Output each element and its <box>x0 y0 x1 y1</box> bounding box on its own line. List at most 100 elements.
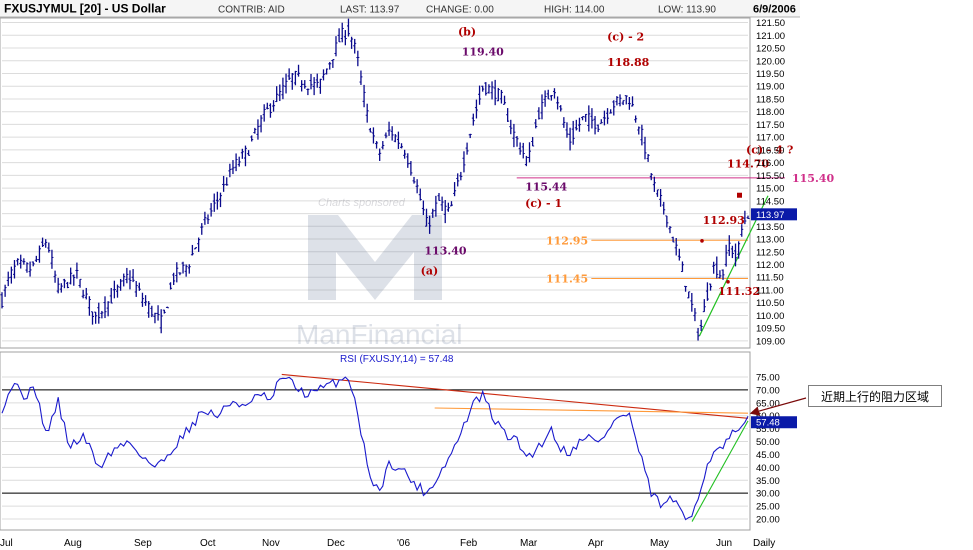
wave-annotation: (a) <box>421 265 439 278</box>
ohlc-bar <box>534 119 538 129</box>
ohlc-bar <box>119 278 123 291</box>
price-axis: 121.50121.00120.50120.00119.50119.00118.… <box>751 18 797 347</box>
ohlc-bar <box>727 235 731 256</box>
ohlc-bar <box>693 308 697 322</box>
ohlc-bar <box>53 270 57 283</box>
ohlc-bar <box>225 177 229 186</box>
ohlc-bar <box>62 278 66 289</box>
ohlc-bar <box>552 88 556 99</box>
wave-annotation: (b) <box>458 25 476 38</box>
ohlc-bar <box>200 223 204 235</box>
ohlc-bar <box>543 90 547 107</box>
ohlc-bar <box>25 262 29 273</box>
rsi-plot-frame <box>0 351 751 531</box>
ohlc-bar <box>677 248 681 261</box>
ohlc-bar <box>287 68 291 80</box>
ohlc-bar <box>474 99 478 119</box>
price-tick-label: 112.00 <box>756 260 784 271</box>
ohlc-bar <box>272 100 276 112</box>
ohlc-bar <box>521 142 525 159</box>
ohlc-bar <box>306 88 310 96</box>
ohlc-bar <box>484 82 488 96</box>
ohlc-bar <box>606 108 610 124</box>
ohlc-bar <box>69 267 73 285</box>
ohlc-bar <box>353 38 357 54</box>
ohlc-bar <box>169 282 173 290</box>
x-axis-label: Daily <box>753 538 775 549</box>
ohlc-bar <box>156 305 160 321</box>
price-tick-label: 110.00 <box>756 311 784 322</box>
ohlc-bar <box>150 305 154 318</box>
ohlc-bar <box>153 312 157 324</box>
ohlc-bar <box>371 127 375 144</box>
wave-annotation: 119.40 <box>462 46 504 59</box>
ohlc-bar <box>81 289 85 299</box>
ohlc-bar <box>325 68 329 75</box>
ohlc-bar <box>112 280 116 299</box>
ohlc-bar <box>546 89 550 100</box>
ohlc-bar <box>290 73 294 90</box>
rsi-overlay-line <box>434 407 749 414</box>
ohlc-bar <box>649 173 653 181</box>
ohlc-bar <box>16 258 20 266</box>
ohlc-bar <box>643 136 647 160</box>
ohlc-bar <box>247 150 251 156</box>
ohlc-bar <box>293 70 297 86</box>
ohlc-bar <box>268 103 272 118</box>
ohlc-bar <box>34 255 38 262</box>
price-tick-label: 110.50 <box>756 298 784 309</box>
price-tick-label: 117.50 <box>756 120 784 131</box>
ohlc-bar <box>440 196 444 212</box>
header-date: 6/9/2006 <box>753 4 796 16</box>
header-high: HIGH: 114.00 <box>544 5 605 16</box>
ohlc-bar <box>231 160 235 175</box>
ohlc-bar <box>596 124 600 133</box>
ohlc-bar <box>496 87 500 102</box>
ohlc-bar <box>481 85 485 92</box>
ohlc-bar <box>737 241 741 259</box>
ohlc-bar <box>250 135 254 142</box>
rsi-tick-label: 35.00 <box>756 476 780 487</box>
ohlc-bar <box>9 266 13 284</box>
header-symbol: FXUSJYMUL [20] - US Dollar <box>4 2 166 16</box>
ohlc-bar <box>84 287 88 300</box>
resistance-callout-box: 近期上行的阻力区域 <box>808 385 942 407</box>
ohlc-bar <box>646 154 650 162</box>
rsi-overlay-line <box>691 420 749 522</box>
ohlc-bar <box>396 131 400 149</box>
ohlc-bar <box>409 161 413 176</box>
x-axis-labels: Jul Aug Sep Oct Nov Dec '06 Feb Mar Apr May Jun Dail… <box>0 538 775 549</box>
ohlc-bar <box>512 123 516 148</box>
price-tick-label: 115.50 <box>756 171 784 182</box>
ohlc-bar <box>343 30 347 46</box>
rsi-tick-label: 75.00 <box>756 373 780 384</box>
ohlc-bar <box>297 64 301 77</box>
ohlc-bar <box>137 282 141 291</box>
ohlc-bar <box>665 215 669 228</box>
ohlc-bar <box>22 258 26 265</box>
rsi-tick-label: 50.00 <box>756 437 780 448</box>
ohlc-bar <box>140 292 144 307</box>
ohlc-bar <box>621 100 625 106</box>
ohlc-bar <box>194 247 198 250</box>
ohlc-bar <box>97 302 101 324</box>
ohlc-bar <box>253 127 257 134</box>
ohlc-bar <box>465 142 469 155</box>
ohlc-bar <box>559 105 563 112</box>
ohlc-bar <box>724 244 728 267</box>
ohlc-bar <box>540 94 544 120</box>
ohlc-bar <box>3 284 7 297</box>
ohlc-bar <box>284 73 288 94</box>
ohlc-bar <box>712 261 716 274</box>
ohlc-bar <box>115 284 119 298</box>
ohlc-bar <box>400 143 404 149</box>
ohlc-bar <box>134 281 138 297</box>
ohlc-bar <box>690 292 694 312</box>
ohlc-bar <box>612 100 616 116</box>
ohlc-bar <box>278 84 282 102</box>
ohlc-bar <box>715 256 719 279</box>
ohlc-bar <box>659 188 663 207</box>
ohlc-bar <box>390 126 394 141</box>
ohlc-bar <box>640 124 644 146</box>
price-tick-label: 113.50 <box>756 222 784 233</box>
